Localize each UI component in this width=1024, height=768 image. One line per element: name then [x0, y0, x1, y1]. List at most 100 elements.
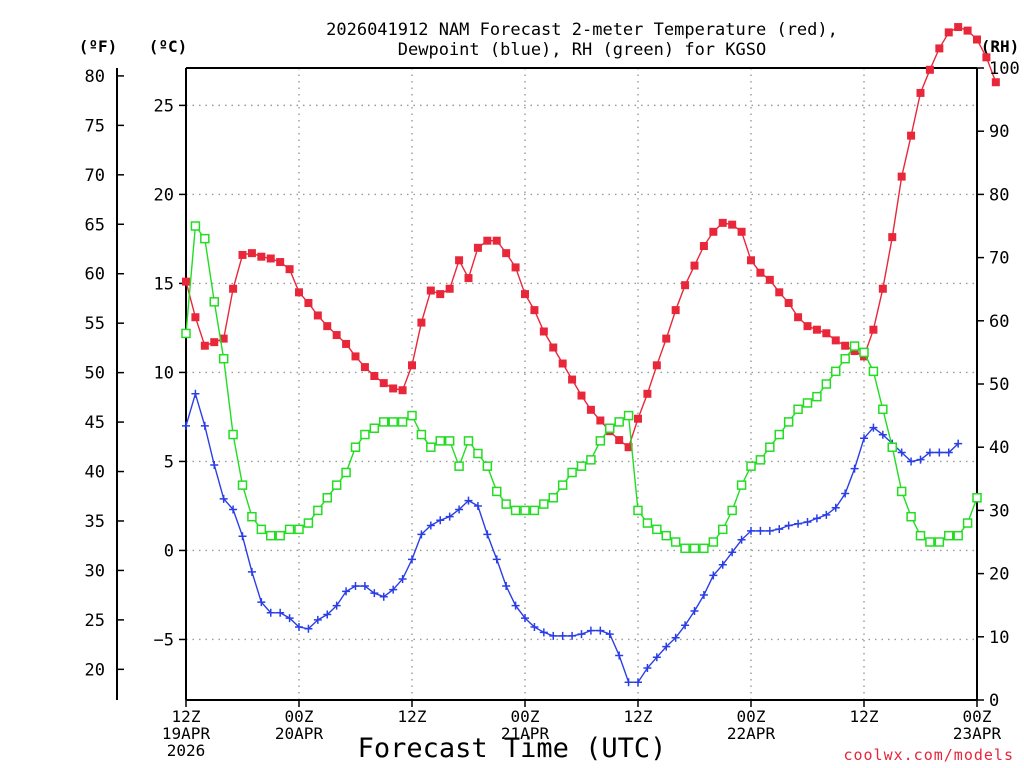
dewpoint-point: [502, 582, 511, 591]
temperature-point: [737, 227, 746, 236]
rh-point: [896, 486, 907, 497]
dewpoint-point: [709, 571, 718, 580]
dewpoint-point: [191, 389, 200, 398]
time-tick-label: 2026: [167, 741, 206, 760]
time-tick-label: 19APR: [162, 724, 211, 743]
dewpoint-point: [841, 489, 850, 498]
temperature-point: [643, 389, 652, 398]
rh-point: [595, 436, 606, 446]
dewpoint-point: [944, 448, 953, 457]
temperature-point: [944, 28, 953, 37]
rh-point: [209, 297, 219, 307]
rh-point: [294, 524, 304, 535]
chart-axes: [116, 67, 984, 707]
fahrenheit-tick-label: 45: [85, 413, 105, 433]
title-line-1: 2026041912 NAM Forecast 2-meter Temperat…: [326, 20, 838, 40]
dewpoint-point: [445, 512, 454, 521]
rh-point: [331, 480, 342, 490]
temperature-point: [699, 242, 708, 251]
rh-point: [783, 417, 794, 427]
rh-point: [859, 347, 869, 358]
temperature-point: [332, 331, 341, 340]
rh-point: [736, 480, 747, 490]
time-tick-label: 21APR: [501, 724, 550, 743]
temperature-point: [586, 405, 595, 414]
dewpoint-point: [860, 434, 868, 443]
dewpoint-point: [747, 526, 755, 535]
temperature-point: [276, 258, 285, 267]
rh-point: [407, 410, 417, 421]
temperature-point: [219, 334, 228, 343]
fahrenheit-tick-label: 35: [85, 512, 105, 532]
dewpoint-point: [634, 678, 642, 687]
dewpoint-point: [605, 630, 614, 639]
temperature-point: [652, 361, 661, 370]
temperature-point: [426, 286, 435, 295]
celsius-tick-label: 0: [164, 541, 174, 561]
dewpoint-point: [238, 532, 247, 541]
dewpoint-point: [718, 560, 727, 569]
rh-point: [887, 442, 897, 452]
rh-point: [821, 379, 832, 389]
rh-point: [689, 543, 700, 554]
dewpoint-point: [389, 585, 398, 594]
temperature-point: [888, 233, 897, 242]
temperature-point: [925, 65, 934, 74]
rh-point: [802, 398, 813, 408]
dewpoint-point: [323, 610, 332, 619]
grid-lines: [186, 68, 977, 700]
rh-point: [934, 537, 945, 547]
rh-point: [727, 505, 737, 516]
dewpoint-point: [558, 631, 567, 640]
title-line-2: Dewpoint (blue), RH (green) for KGSO: [398, 40, 766, 60]
dewpoint-point: [850, 464, 859, 473]
dewpoint-point: [219, 494, 228, 503]
rh-point: [906, 511, 916, 522]
dewpoint-point: [398, 574, 407, 583]
rh-point: [492, 486, 502, 497]
rh-point: [256, 524, 267, 535]
temperature-point: [747, 256, 755, 265]
dewpoint-point: [756, 526, 765, 535]
rh-point: [878, 404, 888, 415]
time-tick-label: 22APR: [727, 724, 776, 743]
rh-point: [755, 455, 766, 465]
dewpoint-point: [408, 555, 416, 564]
dewpoint-point: [379, 592, 388, 601]
temperature-point: [295, 288, 303, 297]
rh-point: [369, 423, 380, 433]
rh-point: [868, 366, 879, 377]
dewpoint-point: [568, 631, 577, 640]
temperature-point: [313, 311, 322, 320]
dewpoint-point: [577, 630, 586, 639]
rh-tick-label: 0: [989, 691, 999, 711]
dewpoint-point: [473, 501, 482, 510]
dewpoint-point: [907, 457, 916, 466]
dewpoint-point: [596, 626, 605, 635]
dewpoint-point: [417, 530, 426, 539]
dewpoint-point: [869, 423, 878, 432]
dewpoint-point: [210, 461, 219, 470]
rh-point: [670, 537, 681, 547]
rh-point: [266, 530, 276, 541]
dewpoint-point: [765, 526, 774, 535]
rh-point: [548, 493, 558, 503]
rh-point: [190, 221, 201, 231]
rh-point: [416, 429, 427, 440]
temperature-point: [615, 436, 624, 445]
dewpoint-point: [342, 587, 351, 596]
temperature-point: [473, 243, 482, 252]
rh-point: [426, 442, 436, 452]
dewpoint-point: [549, 631, 558, 640]
dewpoint-point: [925, 448, 934, 457]
temperature-point: [850, 347, 859, 356]
temperature-point: [210, 338, 219, 347]
temperature-markers: [182, 23, 1000, 452]
fahrenheit-tick-label: 55: [85, 314, 105, 334]
celsius-tick-label: −5: [154, 630, 174, 650]
temperature-point: [530, 306, 539, 315]
dewpoint-point: [699, 590, 708, 599]
dewpoint-point: [935, 448, 944, 457]
rh-point: [661, 530, 671, 541]
